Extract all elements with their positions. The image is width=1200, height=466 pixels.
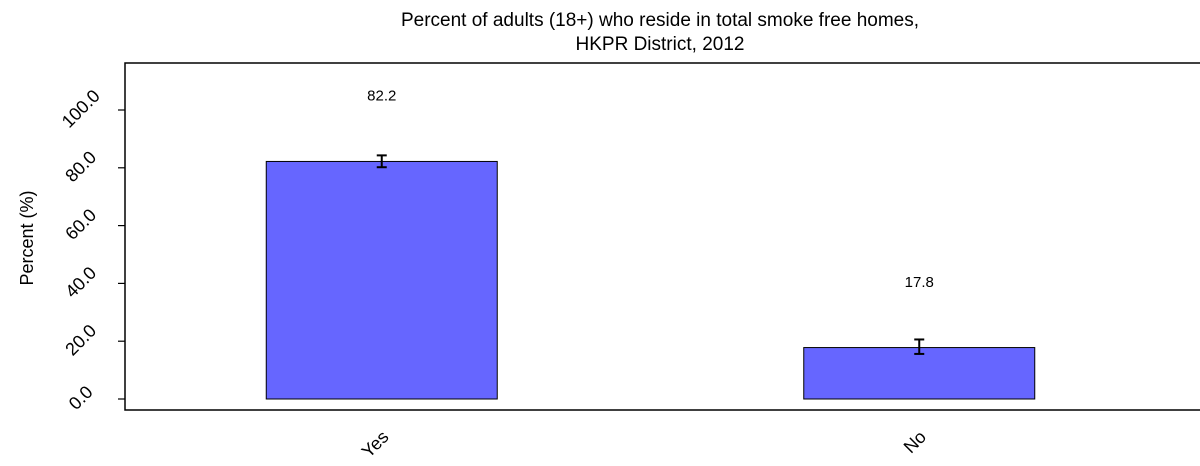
plot-frame <box>124 62 1200 411</box>
plot-area: 0.0 20.0 40.0 60.0 80.0 100.0 82.2 Yes 17.8 No <box>58 62 1200 462</box>
bar <box>803 347 1036 400</box>
chart-subtitle: HKPR District, 2012 <box>576 34 745 55</box>
bar <box>265 160 498 400</box>
chart-title: Percent of adults (18+) who reside in to… <box>401 10 919 31</box>
y-tick-label: 40.0 <box>61 263 100 302</box>
y-tick-label: 100.0 <box>58 86 104 132</box>
y-tick-label: 60.0 <box>61 205 100 244</box>
y-tick-label: 80.0 <box>61 147 100 186</box>
data-label: 17.8 <box>905 274 934 291</box>
x-tick-label: No <box>900 427 930 457</box>
x-tick-label: Yes <box>358 427 393 462</box>
y-axis-label: Percent (%) <box>17 190 37 285</box>
data-label: 82.2 <box>367 88 396 105</box>
y-tick-label: 0.0 <box>65 382 97 414</box>
y-tick-label: 20.0 <box>61 320 100 359</box>
